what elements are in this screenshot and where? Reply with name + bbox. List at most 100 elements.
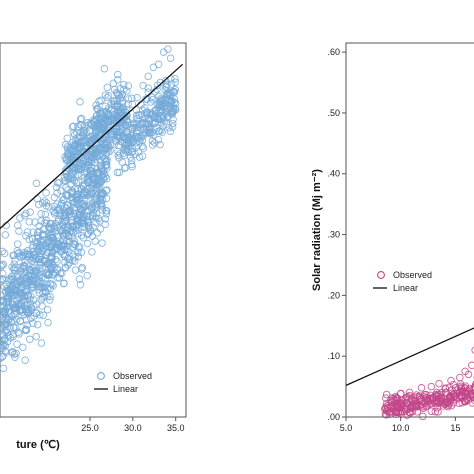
left-x-tick-label: 25.0 xyxy=(81,423,99,433)
left-observed-point xyxy=(164,45,172,53)
left-observed-point xyxy=(102,207,111,215)
left-observed-point xyxy=(120,85,128,94)
left-observed-point xyxy=(34,234,42,242)
left-observed-point xyxy=(135,138,144,146)
left-linear-fit-line xyxy=(0,63,184,229)
left-observed-point xyxy=(36,311,44,319)
left-observed-point xyxy=(50,224,59,232)
right-y-axis-title: Solar radiation (Mj m⁻²) xyxy=(311,169,323,291)
right-observed-point xyxy=(392,407,401,416)
left-observed-point xyxy=(46,292,54,301)
left-observed-point xyxy=(90,131,99,139)
right-observed-point xyxy=(419,412,427,421)
right-observed-point xyxy=(464,370,473,379)
left-observed-point xyxy=(4,303,12,311)
right-observed-point xyxy=(406,404,415,412)
left-observed-point xyxy=(48,243,56,252)
left-observed-point xyxy=(61,213,70,221)
left-observed-point xyxy=(74,252,83,261)
left-observed-point xyxy=(4,288,13,297)
left-observed-point xyxy=(114,147,122,156)
left-observed-point xyxy=(123,116,131,124)
left-observed-point xyxy=(112,137,120,145)
left-observed-point xyxy=(141,129,150,137)
left-observed-point xyxy=(83,239,92,248)
left-observed-point xyxy=(59,250,68,259)
left-observed-point xyxy=(40,236,48,244)
left-observed-point xyxy=(34,278,42,287)
left-observed-point xyxy=(109,116,117,125)
left-observed-point xyxy=(22,209,30,218)
left-observed-point xyxy=(94,176,102,184)
left-observed-point xyxy=(10,350,19,358)
left-observed-point xyxy=(73,197,81,206)
left-observed-point xyxy=(114,151,122,160)
left-observed-point xyxy=(169,87,178,96)
left-observed-point xyxy=(126,134,134,142)
left-observed-point xyxy=(0,307,6,315)
left-observed-point xyxy=(93,229,102,237)
left-observed-point xyxy=(76,115,85,124)
left-observed-point xyxy=(117,93,125,101)
left-observed-point xyxy=(0,261,6,270)
left-observed-point xyxy=(76,98,84,106)
left-observed-point xyxy=(113,76,122,84)
left-observed-point xyxy=(100,64,109,73)
left-observed-point xyxy=(138,142,146,151)
left-observed-point xyxy=(121,122,130,130)
left-observed-point xyxy=(1,231,10,239)
left-observed-point xyxy=(0,341,7,350)
left-observed-point xyxy=(99,146,108,155)
left-observed-point xyxy=(156,78,165,87)
right-observed-point xyxy=(418,400,426,409)
left-observed-point xyxy=(46,220,54,228)
left-observed-point xyxy=(54,223,62,231)
right-legend-linear-label: Linear xyxy=(393,283,418,293)
left-observed-point xyxy=(97,129,105,137)
left-observed-point xyxy=(62,263,70,272)
right-observed-point xyxy=(434,397,442,405)
left-observed-point xyxy=(28,282,37,290)
right-observed-point xyxy=(413,399,421,408)
left-observed-point xyxy=(62,209,70,218)
left-observed-point xyxy=(90,134,99,143)
right-observed-point xyxy=(431,407,440,416)
left-observed-point xyxy=(47,254,56,263)
left-observed-point xyxy=(0,262,5,271)
left-observed-point xyxy=(64,192,72,200)
left-observed-point xyxy=(110,100,118,108)
left-observed-point xyxy=(70,237,79,246)
left-observed-point xyxy=(44,270,53,279)
left-observed-point xyxy=(153,115,162,123)
left-observed-point xyxy=(165,123,173,132)
left-observed-point xyxy=(17,267,25,275)
left-observed-point xyxy=(157,97,165,106)
left-observed-point xyxy=(21,356,29,364)
left-observed-point xyxy=(49,207,57,215)
left-observed-point xyxy=(13,286,22,295)
left-observed-point xyxy=(80,204,88,212)
left-observed-point xyxy=(110,107,118,116)
left-observed-point xyxy=(151,107,160,115)
left-observed-point xyxy=(75,139,83,148)
left-observed-point xyxy=(122,128,131,136)
left-observed-point xyxy=(89,211,97,220)
left-observed-point xyxy=(66,227,75,235)
left-observed-point xyxy=(20,248,29,257)
left-observed-point xyxy=(1,307,10,315)
left-observed-point xyxy=(32,179,41,188)
right-scatter-panel: .00 .10 .20 .30 .40 .50 .60 5.0 10.0 15 Solar ra… xyxy=(311,42,474,433)
left-observed-point xyxy=(123,105,131,114)
left-observed-point xyxy=(85,138,93,146)
right-x-tick-label: 15 xyxy=(450,423,460,433)
left-observed-point xyxy=(130,120,138,128)
right-observed-point xyxy=(412,391,421,399)
right-observed-point xyxy=(401,403,409,412)
right-observed-point xyxy=(435,379,443,388)
left-observed-point xyxy=(29,319,37,328)
right-legend-observed-marker xyxy=(377,271,385,279)
left-observed-point xyxy=(72,165,81,174)
left-observed-point xyxy=(95,190,103,198)
left-observed-point xyxy=(10,265,18,273)
